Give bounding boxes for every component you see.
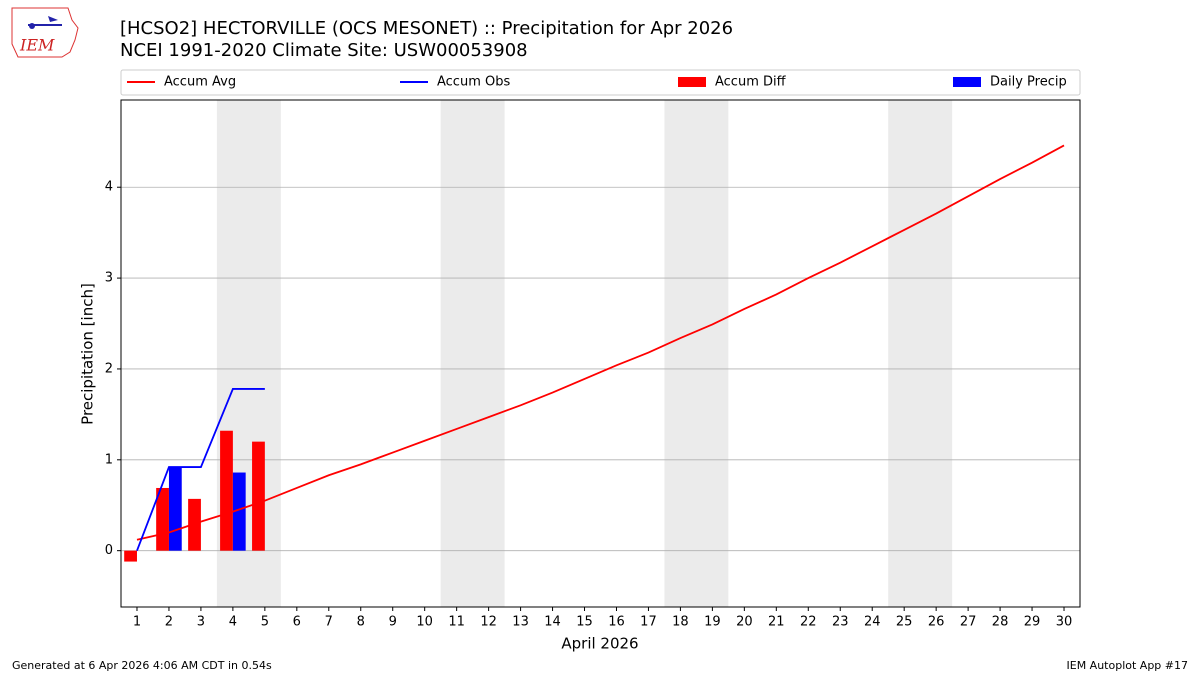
bar <box>188 498 201 551</box>
x-tick-label: 2 <box>165 615 173 630</box>
bar <box>220 430 233 551</box>
line <box>136 144 1065 541</box>
x-tick-label: 30 <box>1056 615 1073 630</box>
y-tick-label: 1 <box>105 452 113 467</box>
x-tick-label: 10 <box>416 615 433 630</box>
x-tick-label: 3 <box>197 615 205 630</box>
chart-subtitle: NCEI 1991-2020 Climate Site: USW00053908 <box>120 40 528 61</box>
x-tick-label: 9 <box>389 615 397 630</box>
line <box>136 388 265 551</box>
x-tick-label: 19 <box>704 615 721 630</box>
y-tick-label: 3 <box>105 271 113 286</box>
x-tick-label: 23 <box>832 615 849 630</box>
x-tick-label: 24 <box>864 615 881 630</box>
chart-title: [HCSO2] HECTORVILLE (OCS MESONET) :: Pre… <box>120 18 733 39</box>
bar <box>252 441 265 551</box>
weekend-shade <box>888 100 953 607</box>
x-tick-label: 13 <box>512 615 529 630</box>
logo-text: IEM <box>19 36 55 55</box>
x-axis-label: April 2026 <box>561 635 638 653</box>
x-tick-label: 28 <box>992 615 1009 630</box>
x-tick-label: 20 <box>736 615 753 630</box>
y-tick-label: 4 <box>105 180 113 195</box>
x-tick-label: 12 <box>480 615 497 630</box>
x-tick-label: 11 <box>448 615 465 630</box>
x-tick-label: 27 <box>960 615 977 630</box>
bar <box>168 467 182 551</box>
bar <box>124 550 137 562</box>
x-tick-label: 6 <box>293 615 301 630</box>
x-tick-label: 18 <box>672 615 689 630</box>
legend-swatch <box>953 77 981 87</box>
bar <box>232 472 246 551</box>
x-tick-label: 7 <box>325 615 333 630</box>
logo: IEM <box>11 7 79 58</box>
x-tick-label: 1 <box>133 615 141 630</box>
y-axis-label: Precipitation [inch] <box>79 283 97 425</box>
x-tick-label: 14 <box>544 615 561 630</box>
footer-right: IEM Autoplot App #17 <box>1067 659 1189 672</box>
legend-label: Accum Obs <box>437 75 510 90</box>
legend-label: Daily Precip <box>990 75 1067 90</box>
legend-label: Accum Avg <box>164 75 236 90</box>
x-tick-label: 29 <box>1024 615 1041 630</box>
x-tick-label: 22 <box>800 615 817 630</box>
weekend-shade <box>440 100 505 607</box>
legend-label: Accum Diff <box>715 75 787 90</box>
legend <box>120 69 1081 96</box>
x-tick-label: 15 <box>576 615 593 630</box>
x-tick-label: 16 <box>608 615 625 630</box>
footer-left: Generated at 6 Apr 2026 4:06 AM CDT in 0… <box>12 659 272 672</box>
legend-swatch <box>678 77 706 87</box>
x-tick-label: 8 <box>357 615 365 630</box>
x-tick-label: 17 <box>640 615 657 630</box>
y-tick-label: 2 <box>105 361 113 376</box>
x-tick-label: 26 <box>928 615 945 630</box>
plot-frame <box>120 99 1081 608</box>
x-tick-label: 25 <box>896 615 913 630</box>
x-tick-label: 4 <box>229 615 237 630</box>
x-tick-label: 21 <box>768 615 785 630</box>
weekend-shade <box>664 100 729 607</box>
y-tick-label: 0 <box>105 543 113 558</box>
x-tick-label: 5 <box>261 615 269 630</box>
